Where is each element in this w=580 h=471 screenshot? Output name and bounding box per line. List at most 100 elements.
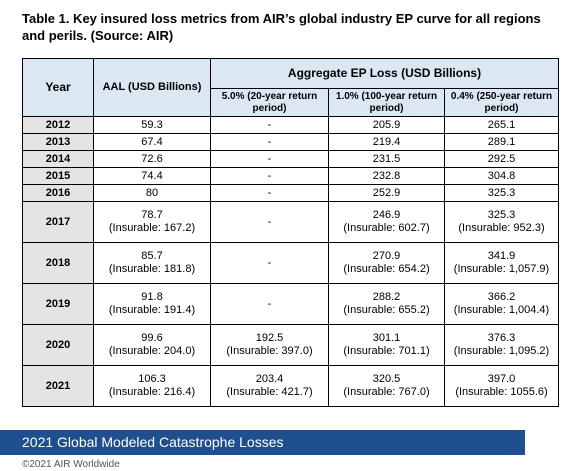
copyright: ©2021 AIR Worldwide: [22, 459, 120, 470]
cell-line: 301.1: [372, 332, 401, 344]
cell-line: 320.5: [372, 373, 401, 385]
cell: -: [210, 167, 329, 185]
cell: 265.1: [444, 116, 559, 134]
year-cell: 2016: [22, 184, 94, 202]
cell-line: 366.2: [487, 291, 516, 303]
loss-table: Year AAL (USD Billions) Aggregate EP Los…: [22, 58, 559, 407]
cell-line: 341.9: [487, 250, 516, 262]
cell-line: (Insurable: 1,095.2): [453, 345, 550, 357]
cell: -: [210, 242, 329, 284]
cell-line: 270.9: [372, 250, 401, 262]
cell-line: (Insurable: 655.2): [343, 304, 430, 316]
cell: 106.3 (Insurable: 216.4): [93, 365, 211, 407]
cell-line: 397.0: [487, 373, 516, 385]
cell-line: 106.3: [138, 373, 166, 385]
cell-line: (Insurable: 1,004.4): [453, 304, 550, 316]
cell-line: 99.6: [141, 332, 163, 344]
year-cell: 2018: [22, 242, 94, 284]
table-row: 2017 78.7 (Insurable: 167.2) -246.9 (Insurab…: [22, 201, 559, 243]
cell: -: [210, 184, 329, 202]
cell-line: (Insurable: 1055.6): [455, 386, 548, 398]
cell: 232.8: [328, 167, 445, 185]
cell: -: [210, 201, 329, 243]
cell-line: (Insurable: 1,057.9): [453, 263, 550, 275]
cell-line: (Insurable: 701.1): [343, 345, 430, 357]
cell-line: (Insurable: 602.7): [343, 222, 430, 234]
cell: 252.9: [328, 184, 445, 202]
cell: 78.7 (Insurable: 167.2): [93, 201, 211, 243]
year-cell: 2017: [22, 201, 94, 243]
header-aal: AAL (USD Billions): [93, 58, 211, 117]
cell: 192.5 (Insurable: 397.0): [210, 324, 329, 366]
cell-line: 78.7: [141, 209, 163, 221]
cell: 246.9 (Insurable: 602.7): [328, 201, 445, 243]
table-row: 2013 67.4-219.4 289.1: [22, 133, 559, 151]
cell-line: (Insurable: 767.0): [343, 386, 430, 398]
cell-line: 288.2: [372, 291, 401, 303]
cell: 397.0 (Insurable: 1055.6): [444, 365, 559, 407]
subheader: 5.0% (20-year return period): [210, 88, 329, 117]
cell: 231.5: [328, 150, 445, 168]
table-row: 2014 72.6-231.5 292.5: [22, 150, 559, 168]
cell-line: (Insurable: 952.3): [458, 222, 545, 234]
cell-line: 376.3: [487, 332, 516, 344]
cell: 292.5: [444, 150, 559, 168]
year-cell: 2012: [22, 116, 94, 134]
cell: 80: [93, 184, 211, 202]
table-row: 2015 74.4-232.8 304.8: [22, 167, 559, 185]
cell: 288.2 (Insurable: 655.2): [328, 283, 445, 325]
cell: 72.6: [93, 150, 211, 168]
cell-line: (Insurable: 181.8): [108, 263, 196, 275]
table-body: 2012 59.3-205.9 265.1 2013 67.4-219.4 289.1 20…: [22, 116, 559, 407]
cell: 91.8 (Insurable: 191.4): [93, 283, 211, 325]
cell-line: 85.7: [141, 250, 163, 262]
banner: 2021 Global Modeled Catastrophe Losses: [0, 430, 525, 455]
cell: 219.4: [328, 133, 445, 151]
cell: 320.5 (Insurable: 767.0): [328, 365, 445, 407]
cell-line: 192.5: [255, 332, 284, 344]
cell-line: (Insurable: 397.0): [226, 345, 313, 357]
cell-line: 246.9: [372, 209, 401, 221]
cell: -: [210, 283, 329, 325]
header-group: Aggregate EP Loss (USD Billions): [210, 58, 559, 89]
cell-line: (Insurable: 421.7): [226, 386, 313, 398]
cell-line: (Insurable: 654.2): [343, 263, 430, 275]
year-cell: 2014: [22, 150, 94, 168]
cell: 85.7 (Insurable: 181.8): [93, 242, 211, 284]
cell-line: (Insurable: 204.0): [108, 345, 196, 357]
cell: 376.3 (Insurable: 1,095.2): [444, 324, 559, 366]
header-year: Year: [22, 58, 94, 117]
cell-line: (Insurable: 216.4): [108, 386, 196, 398]
year-cell: 2015: [22, 167, 94, 185]
cell-line: (Insurable: 167.2): [108, 222, 196, 234]
table-row: 2012 59.3-205.9 265.1: [22, 116, 559, 134]
cell: 270.9 (Insurable: 654.2): [328, 242, 445, 284]
cell: 325.3 (Insurable: 952.3): [444, 201, 559, 243]
cell: 59.3: [93, 116, 211, 134]
cell-line: (Insurable: 191.4): [108, 304, 196, 316]
table-row: 2021 106.3 (Insurable: 216.4) 203.4 (Insurab…: [22, 365, 559, 407]
cell-line: 91.8: [141, 291, 163, 303]
cell: 99.6 (Insurable: 204.0): [93, 324, 211, 366]
table-row: 2016 80-252.9 325.3: [22, 184, 559, 202]
cell: 289.1: [444, 133, 559, 151]
cell: -: [210, 150, 329, 168]
cell: -: [210, 116, 329, 134]
cell: 341.9 (Insurable: 1,057.9): [444, 242, 559, 284]
cell: 205.9: [328, 116, 445, 134]
cell: 74.4: [93, 167, 211, 185]
year-cell: 2021: [22, 365, 94, 407]
cell-line: 325.3: [487, 209, 516, 221]
table-row: 2020 99.6 (Insurable: 204.0) 192.5 (Insurabl…: [22, 324, 559, 366]
table-row: 2019 91.8 (Insurable: 191.4) -288.2 (Insurab…: [22, 283, 559, 325]
table-title: Table 1. Key insured loss metrics from A…: [22, 11, 541, 43]
cell: 67.4: [93, 133, 211, 151]
cell: 301.1 (Insurable: 701.1): [328, 324, 445, 366]
year-cell: 2013: [22, 133, 94, 151]
cell: 203.4 (Insurable: 421.7): [210, 365, 329, 407]
cell: 325.3: [444, 184, 559, 202]
cell: 366.2 (Insurable: 1,004.4): [444, 283, 559, 325]
cell: 304.8: [444, 167, 559, 185]
cell: -: [210, 133, 329, 151]
